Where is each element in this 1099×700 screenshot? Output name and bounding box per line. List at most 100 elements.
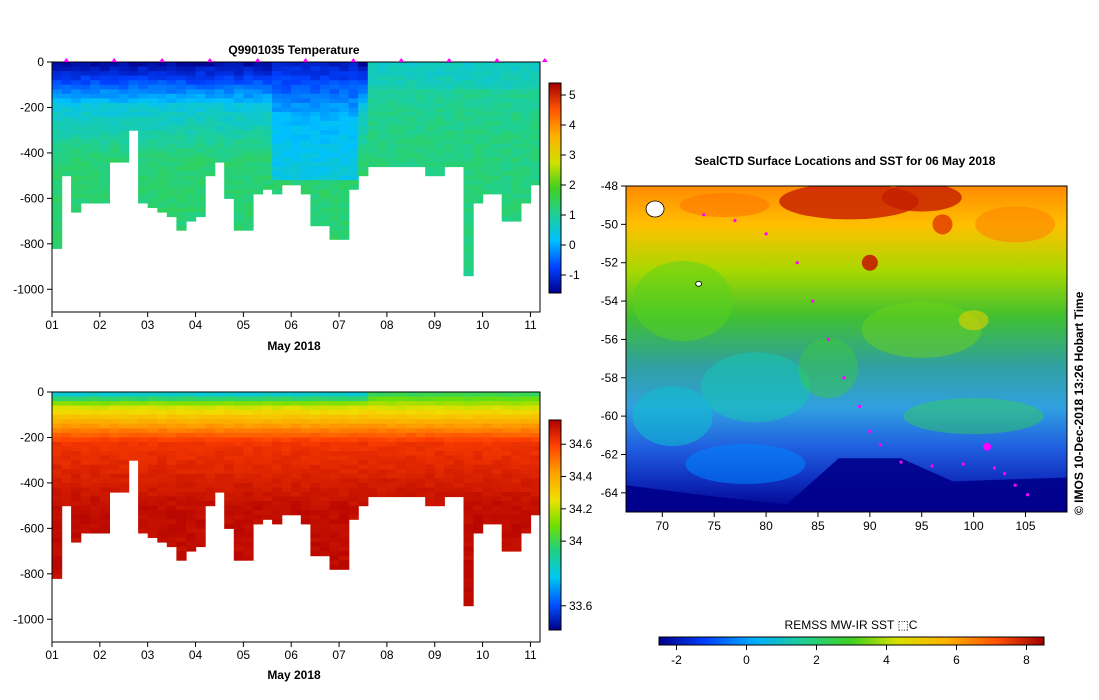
salinity-cell [195,528,206,534]
salinity-cell [348,423,359,429]
temperature-cell [348,93,359,99]
map-x-tick-label: 85 [811,519,825,533]
salinity-cell [90,437,101,443]
salinity-cell [233,392,244,398]
temperature-cell [482,71,493,77]
salinity-cell [329,405,340,411]
temperature-cell [205,139,216,145]
temperature-cell [511,212,522,218]
temperature-cell [329,234,340,240]
temperature-cell [99,166,110,172]
salinity-cell [214,464,225,470]
temperature-cell [166,180,177,186]
salinity-cell [99,455,110,461]
temperature-cell [166,116,177,122]
salinity-cell [99,464,110,470]
salinity-cell [463,505,474,511]
salinity-cell [233,428,244,434]
salinity-cell [71,528,82,534]
salinity-cell [492,464,503,470]
salinity-cell [511,532,522,538]
salinity-cell [339,442,350,448]
temperature-cell [501,157,512,163]
salinity-cell [243,487,254,493]
temperature-cell [511,171,522,177]
salinity-cell [329,423,340,429]
salinity-cell [520,505,532,511]
temperature-cell [195,212,206,218]
temperature-cell [214,80,225,86]
salinity-cell [138,496,149,502]
salinity-cell [272,442,283,448]
temperature-cell [166,184,177,190]
temperature-cell [406,80,417,86]
temperature-cell [166,175,177,181]
salinity-cell [52,464,63,470]
temperature-cell [262,89,273,95]
temperature-cell [80,107,91,113]
temperature-cell [348,112,359,118]
salinity-cell [358,392,369,398]
salinity-cell [377,432,388,438]
temperature-cell [444,125,455,131]
salinity-cell [262,428,273,434]
salinity-cell [339,487,350,493]
temperature-cell [473,130,484,136]
temperature-cell [71,107,82,113]
temperature-cell [511,152,522,158]
sst-patch [861,301,982,358]
salinity-cell [319,514,331,520]
salinity-cell [195,473,206,479]
temperature-cell [358,157,369,163]
salinity-cell [109,392,120,398]
salinity-cell [319,401,331,407]
temperature-cell [511,66,522,72]
salinity-cell [52,401,63,407]
temperature-cell [291,98,302,104]
temperature-cell [157,75,168,81]
salinity-cell [473,478,484,484]
temperature-cell [511,202,522,208]
salinity-cell [109,437,120,443]
temperature-cell [339,157,350,163]
temperature-cell [482,130,493,136]
salinity-cell [386,401,398,407]
temperature-cell [396,102,407,108]
salinity-cell [310,532,321,538]
temperature-cell [71,207,82,213]
temperature-cell [243,139,254,145]
salinity-cell [358,492,369,498]
salinity-cell [434,423,445,429]
salinity-cell [147,519,158,525]
temperature-cell [99,62,110,68]
temperature-cell [501,202,512,208]
salinity-cell [511,523,522,529]
salinity-cell [186,519,197,525]
salinity-cell [367,464,378,470]
salinity-cell [386,428,398,434]
temperature-cell [453,162,465,168]
temperature-cell [195,184,206,190]
salinity-cell [138,419,149,425]
salinity-cell [319,437,331,443]
temperature-cell [463,66,474,72]
salinity-cell [406,446,417,452]
temperature-cell [233,102,244,108]
temperature-cell [52,202,63,208]
temperature-cell [147,84,158,90]
salinity-cell [511,514,522,520]
temperature-cell [281,162,292,168]
temperature-cell [147,171,158,177]
salinity-cell [434,432,445,438]
temperature-cell [99,112,110,118]
salinity-cell [348,446,359,452]
temperature-cell [319,189,331,195]
temperature-cell [157,62,168,68]
temperature-cell [119,157,130,163]
temperature-cell [339,116,350,122]
salinity-cell [147,510,158,516]
salinity-cell [444,442,455,448]
salinity-cell [291,437,302,443]
temperature-cell [434,84,445,90]
salinity-cell [281,396,292,402]
